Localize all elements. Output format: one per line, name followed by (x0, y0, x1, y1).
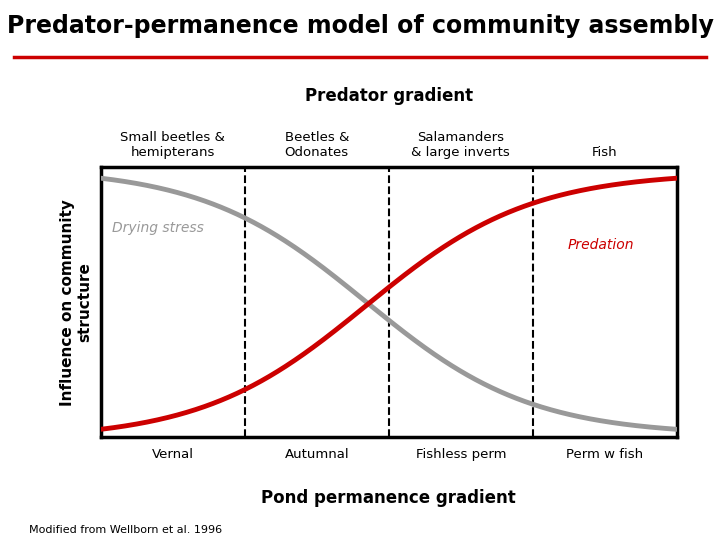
Text: Vernal: Vernal (152, 448, 194, 461)
Text: Pond permanence gradient: Pond permanence gradient (261, 489, 516, 507)
Text: Small beetles &
hemipterans: Small beetles & hemipterans (120, 131, 225, 159)
Text: Fish: Fish (592, 146, 618, 159)
Text: Predator gradient: Predator gradient (305, 87, 473, 105)
Text: Salamanders
& large inverts: Salamanders & large inverts (411, 131, 510, 159)
Text: Modified from Wellborn et al. 1996: Modified from Wellborn et al. 1996 (29, 524, 222, 535)
Text: Perm w fish: Perm w fish (566, 448, 644, 461)
Text: Drying stress: Drying stress (112, 221, 204, 235)
Text: Predator-permanence model of community assembly: Predator-permanence model of community a… (6, 14, 714, 37)
Text: Predation: Predation (567, 238, 634, 252)
Text: Autumnal: Autumnal (284, 448, 349, 461)
Text: Beetles &
Odonates: Beetles & Odonates (284, 131, 349, 159)
Y-axis label: Influence on community
structure: Influence on community structure (60, 199, 92, 406)
Text: Fishless perm: Fishless perm (415, 448, 506, 461)
